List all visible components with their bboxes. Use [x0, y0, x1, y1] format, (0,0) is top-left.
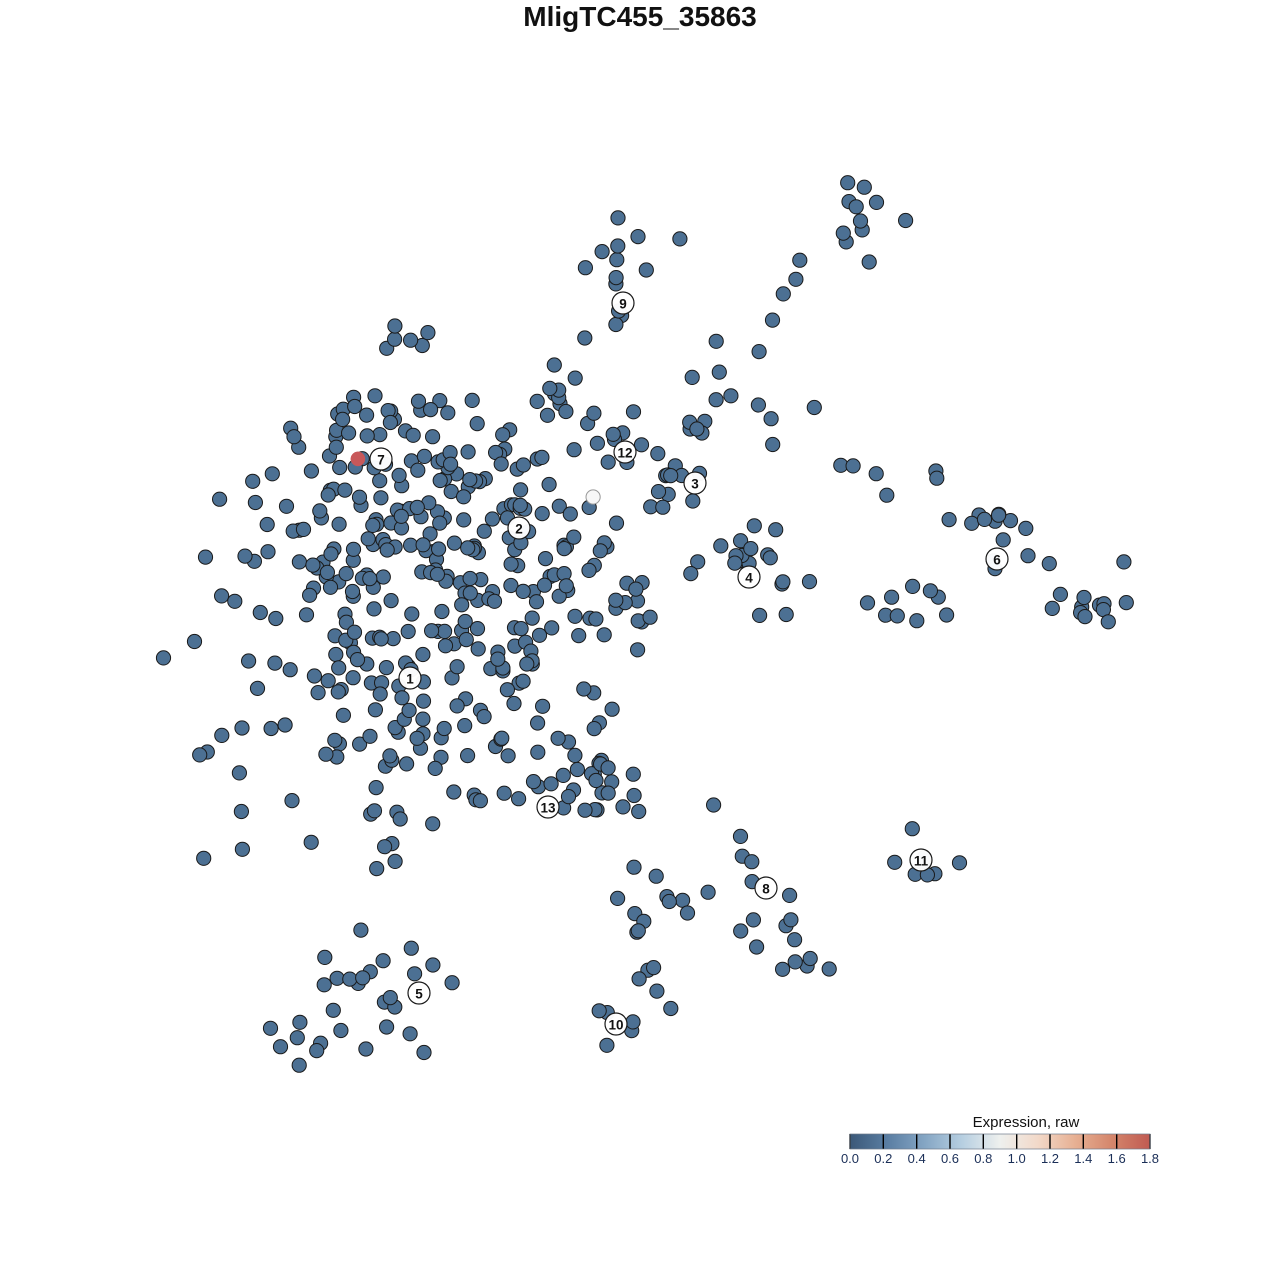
svg-text:8: 8 — [762, 882, 770, 897]
svg-text:0.6: 0.6 — [941, 1151, 959, 1166]
svg-text:0.8: 0.8 — [974, 1151, 992, 1166]
svg-text:9: 9 — [619, 297, 627, 312]
svg-text:0.2: 0.2 — [874, 1151, 892, 1166]
svg-text:1: 1 — [406, 672, 414, 687]
svg-text:11: 11 — [914, 854, 929, 869]
svg-text:10: 10 — [608, 1018, 623, 1033]
svg-text:4: 4 — [745, 571, 753, 586]
svg-text:7: 7 — [377, 453, 385, 468]
svg-text:0.0: 0.0 — [841, 1151, 859, 1166]
svg-text:0.4: 0.4 — [908, 1151, 926, 1166]
svg-text:1.6: 1.6 — [1108, 1151, 1126, 1166]
svg-text:2: 2 — [515, 522, 523, 537]
svg-text:Expression, raw: Expression, raw — [973, 1114, 1080, 1131]
svg-text:5: 5 — [415, 987, 423, 1002]
svg-text:3: 3 — [691, 477, 699, 492]
svg-text:1.4: 1.4 — [1074, 1151, 1092, 1166]
svg-text:6: 6 — [993, 553, 1001, 568]
svg-text:1.0: 1.0 — [1008, 1151, 1026, 1166]
svg-text:1.2: 1.2 — [1041, 1151, 1059, 1166]
svg-text:13: 13 — [540, 801, 556, 816]
svg-text:12: 12 — [617, 446, 632, 461]
svg-text:1.8: 1.8 — [1141, 1151, 1159, 1166]
